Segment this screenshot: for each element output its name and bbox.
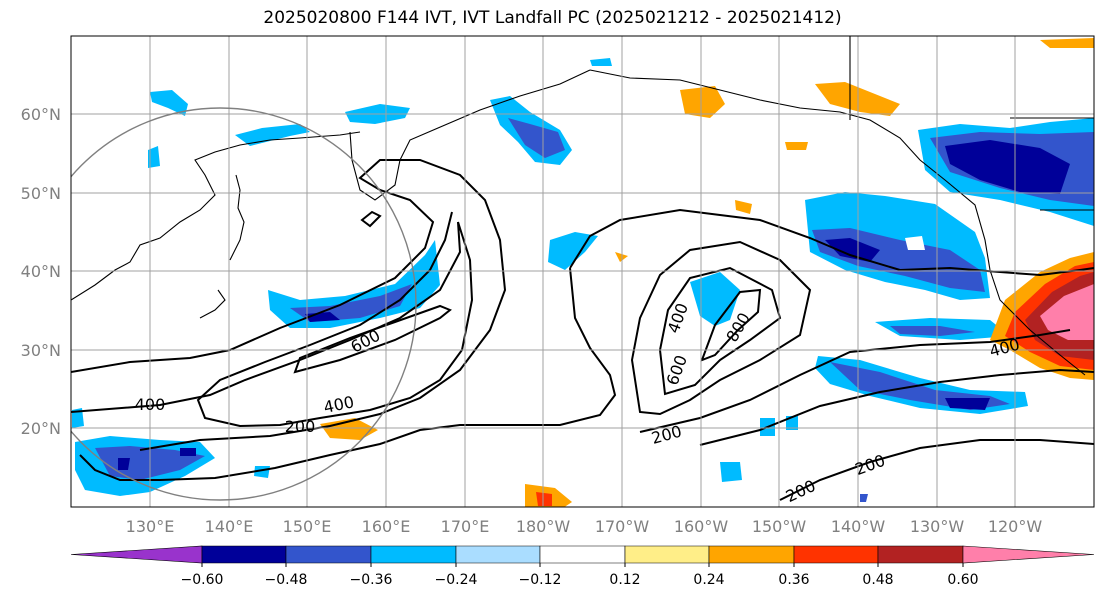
latitude-labels: 60°N 50°N 40°N 30°N 20°N xyxy=(21,105,61,438)
lon-label: 120°W xyxy=(988,517,1043,536)
contour-label: 200 xyxy=(285,417,316,436)
chart-title: 2025020800 F144 IVT, IVT Landfall PC (20… xyxy=(263,8,842,28)
map-layer: 600 400 200 400 600 800 200 200 200 400 … xyxy=(71,36,1094,507)
lon-label: 180°W xyxy=(516,517,571,536)
gray-circle xyxy=(71,107,417,501)
lon-label: 140°W xyxy=(831,517,886,536)
lon-label: 170°E xyxy=(441,517,490,536)
lat-label: 20°N xyxy=(21,419,61,438)
graticule xyxy=(71,36,1094,507)
colorbar-label: 0.24 xyxy=(693,572,724,588)
colorbar-cell xyxy=(708,545,795,564)
colorbar-label: 0.36 xyxy=(778,572,809,588)
colorbar-label: 0.12 xyxy=(609,572,640,588)
lon-label: 130°E xyxy=(126,517,175,536)
colorbar-cell xyxy=(624,545,710,564)
colorbar-ticks xyxy=(201,563,964,567)
longitude-labels: 130°E 140°E 150°E 160°E 170°E 180°W 170°… xyxy=(126,517,1043,536)
colorbar-label: −0.12 xyxy=(519,572,562,588)
lon-label: 150°E xyxy=(283,517,332,536)
lon-label: 170°W xyxy=(595,517,650,536)
colorbar-label: −0.48 xyxy=(265,572,308,588)
colorbar-label: 0.48 xyxy=(862,572,893,588)
colorbar-cell xyxy=(793,545,879,564)
lon-label: 140°E xyxy=(205,517,254,536)
colorbar-cell xyxy=(201,545,287,564)
colorbar: −0.60 −0.48 −0.36 −0.24 −0.12 0.12 0.24 … xyxy=(70,545,1095,588)
lat-label: 30°N xyxy=(21,341,61,360)
lon-label: 150°W xyxy=(752,517,807,536)
colorbar-cell xyxy=(370,545,457,564)
colorbar-cells xyxy=(70,545,1095,564)
lon-label: 160°E xyxy=(362,517,411,536)
lat-label: 40°N xyxy=(21,262,61,281)
lat-label: 60°N xyxy=(21,105,61,124)
colorbar-cell xyxy=(962,545,1095,564)
lon-label: 160°W xyxy=(674,517,729,536)
negative-pc-shading xyxy=(72,58,1094,502)
colorbar-label: 0.60 xyxy=(947,572,978,588)
colorbar-cell xyxy=(455,545,541,564)
colorbar-cell xyxy=(285,545,372,564)
colorbar-cell xyxy=(539,545,626,564)
contour-label: 400 xyxy=(135,395,166,414)
lon-label: 130°W xyxy=(910,517,965,536)
coastlines xyxy=(71,36,1094,376)
ivt-contours xyxy=(71,159,1094,501)
colorbar-cell xyxy=(70,545,203,564)
colorbar-labels: −0.60 −0.48 −0.36 −0.24 −0.12 0.12 0.24 … xyxy=(181,572,979,588)
lat-label: 50°N xyxy=(21,184,61,203)
map-frame xyxy=(70,35,1095,508)
colorbar-label: −0.24 xyxy=(435,572,478,588)
colorbar-cell xyxy=(877,545,964,564)
colorbar-label: −0.60 xyxy=(181,572,224,588)
colorbar-label: −0.36 xyxy=(350,572,393,588)
